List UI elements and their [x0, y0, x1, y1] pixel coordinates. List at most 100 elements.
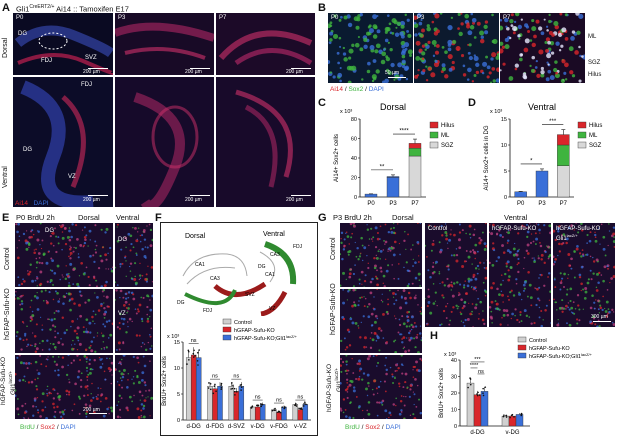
y-tick-label: 0	[354, 195, 357, 201]
data-point	[250, 407, 253, 409]
schematic-label: FDJ	[293, 244, 303, 250]
micrograph-a-dorsal-p7: P7 200 µm	[216, 13, 315, 75]
panel-a-row-ventral: Ventral	[2, 166, 9, 188]
legend-label: ML	[589, 133, 598, 139]
data-point	[303, 402, 305, 405]
bar-sufu-ko	[254, 406, 261, 421]
chart-h: x 10³ 0 10 20 30 40 BrdU+ Sox2+ cells d-DG v-DG *…	[439, 336, 593, 436]
data-point	[283, 406, 286, 408]
label-control: Control	[428, 226, 448, 232]
significance-label: ns	[233, 374, 239, 380]
bar-sufu-gli1	[480, 391, 489, 427]
data-point	[233, 390, 236, 393]
micrograph-e-control-dorsal: DG	[15, 223, 113, 287]
micrograph-e-gli-ventral	[115, 355, 153, 419]
schematic-ventral: Ventral	[263, 231, 285, 238]
significance-label: **	[380, 164, 385, 170]
panel-e-row-ko: hGFAP-Sufu-KO	[4, 288, 11, 340]
legend-swatch	[577, 141, 587, 149]
micrograph-g-control-ventral: Control	[425, 223, 487, 327]
data-point	[510, 414, 513, 417]
data-point	[305, 403, 307, 406]
panel-g-title: P3 BrdU 2h	[333, 213, 372, 222]
y-tick-label: 60	[351, 137, 357, 143]
data-point	[196, 360, 199, 362]
panel-g-row-gli: hGFAP-Sufu-KO	[326, 363, 333, 412]
data-point	[256, 404, 258, 407]
data-point	[230, 388, 232, 390]
panel-f-letter: F	[155, 212, 162, 224]
significance-label: ns	[255, 395, 261, 401]
bar-sufu-gli1	[515, 414, 524, 427]
micrograph-g-control-dorsal	[340, 223, 422, 287]
scale-bar: 200 µm	[286, 197, 303, 203]
data-point	[213, 385, 216, 388]
data-point	[482, 392, 484, 394]
bar-sgz	[535, 170, 549, 198]
bar-sgz	[514, 191, 527, 198]
y-tick-label: 10	[501, 143, 507, 149]
legend-label: hGFAP-Sufu-KO;Gli1lacZ/+	[234, 334, 298, 342]
legend-label: Hilus	[589, 123, 602, 129]
y-tick-label: 10	[451, 408, 457, 414]
bar-hilus	[557, 134, 570, 146]
legend-swatch	[577, 121, 587, 129]
micrograph-g-gli-ventral: hGFAP-Sufu-KO Gli1lacZ/+ 300 µm	[553, 223, 615, 327]
data-point	[257, 404, 260, 407]
x-tick-label: d-DG	[186, 424, 201, 430]
schematic-dorsal: Dorsal	[185, 233, 206, 240]
data-point	[188, 359, 190, 361]
label-p0: P0	[331, 15, 339, 21]
schematic-label: SVZ	[245, 292, 255, 298]
data-point	[236, 390, 238, 393]
micrograph-b-p0: P0 50 µm	[328, 13, 413, 83]
y-tick-label: 20	[451, 391, 457, 397]
legend-swatch	[429, 141, 439, 149]
scale-bar: 200 µm	[185, 69, 202, 75]
bar-sufu-ko	[233, 391, 240, 421]
label-p7: P7	[503, 15, 511, 21]
data-point	[198, 349, 200, 351]
y-tick-label: 40	[351, 156, 357, 162]
legend-label: hGFAP-Sufu-KO;Gli1lacZ/+	[529, 352, 593, 360]
x-tick-label: P0	[367, 201, 375, 207]
x-tick-label: d-FDG	[206, 424, 224, 430]
scale-bar: 200 µm	[185, 197, 202, 203]
data-point	[469, 378, 472, 380]
schematic-label: CA1	[195, 262, 205, 268]
panel-b-legend: Ai14 / Sox2 / DAPI	[330, 86, 384, 93]
label-dg: DG	[18, 31, 27, 37]
legend-swatch	[577, 131, 587, 139]
schematic-label: CA3	[210, 276, 220, 282]
y-unit: x 10³	[340, 109, 352, 115]
micrograph-e-gli-dorsal: 200 µm	[15, 355, 113, 419]
data-point	[476, 394, 479, 397]
panel-d-letter: D	[468, 97, 476, 109]
data-point	[294, 404, 297, 406]
schematic-label: DG	[177, 300, 185, 306]
legend-swatch	[222, 318, 232, 325]
bar-control	[466, 382, 475, 427]
scale-bar: 200 µm	[83, 407, 100, 413]
chart-c: Dorsal x 10³ 0 20 40 60 80 Ai14+ Sox2+ cells P0 P…	[334, 102, 454, 207]
data-point	[192, 356, 195, 358]
legend-label: hGFAP-Sufu-KO	[529, 346, 570, 352]
panel-e-row-gli: hGFAP-Sufu-KO	[0, 356, 7, 405]
data-point	[209, 388, 212, 391]
data-point	[196, 351, 199, 354]
panel-g-legend: BrdU / Sox2 / DAPI	[345, 424, 401, 431]
data-point	[502, 415, 505, 418]
significance-label: *	[530, 158, 533, 164]
y-unit: x 10³	[490, 109, 502, 115]
micrograph-e-ko-dorsal	[15, 289, 113, 353]
x-tick-label: v-FDG	[270, 424, 288, 430]
micrograph-b-p3: P3	[414, 13, 499, 83]
label-vz: VZ	[68, 174, 76, 180]
data-point	[233, 387, 236, 390]
label-p0: P0	[16, 15, 24, 21]
panel-g-row-control: Control	[330, 237, 337, 260]
scale-bar: 300 µm	[591, 314, 608, 320]
micrograph-a-dorsal-p3: P3 200 µm	[115, 13, 214, 75]
label-p3: P3	[417, 15, 425, 21]
panel-h-letter: H	[430, 330, 438, 342]
